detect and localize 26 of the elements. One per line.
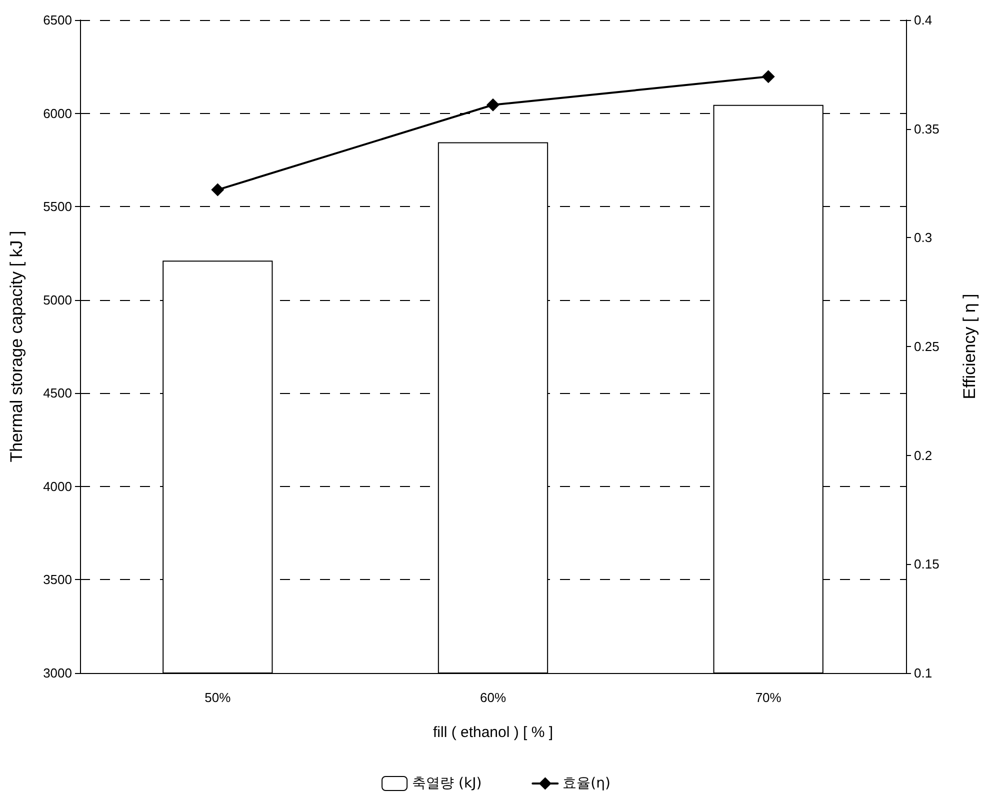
y-tick-label: 4000	[43, 478, 72, 494]
y-tick-label: 6500	[43, 12, 72, 28]
x-tick-label: 60%	[480, 690, 506, 705]
y-tick-label: 5500	[43, 199, 72, 214]
x-axis-title: fill ( ethanol ) [ % ]	[432, 724, 554, 741]
legend-label: 축열량 (kJ)	[412, 776, 482, 792]
legend-label: 효율(η)	[562, 776, 610, 792]
point	[762, 70, 775, 84]
y2-tick-label: 0.35	[914, 121, 940, 136]
y-tick-label: 3000	[43, 666, 72, 680]
point	[486, 98, 500, 112]
y2-tick-label: 0.25	[914, 339, 940, 354]
y2-tick-label: 0.2	[914, 448, 932, 463]
y2-tick-label: 0.15	[914, 556, 940, 572]
y2-tick-label: 0.4	[914, 12, 932, 28]
point	[211, 183, 224, 196]
y2-axis-title: Efficiency [ η ]	[960, 294, 979, 400]
y-tick-label: 5000	[43, 292, 72, 308]
y2-tick-label: 0.1	[914, 666, 932, 680]
y-tick-label: 4500	[43, 386, 72, 401]
y-axis-title: Thermal storage capacity [ kJ ]	[7, 230, 26, 462]
y-tick-label: 3500	[43, 572, 72, 588]
y2-tick-label: 0.3	[914, 230, 932, 246]
y-tick-label: 6000	[43, 106, 72, 121]
x-tick-label: 70%	[755, 690, 782, 705]
x-tick-label: 50%	[204, 690, 232, 705]
